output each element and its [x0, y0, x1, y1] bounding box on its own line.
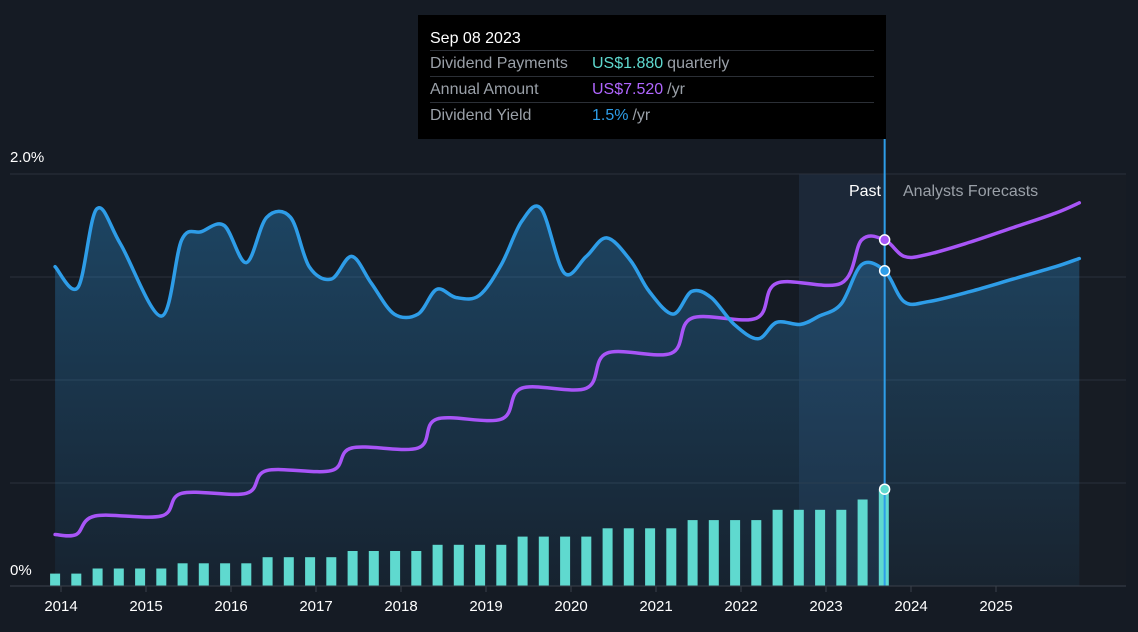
tooltip-label: Dividend Payments — [430, 55, 568, 72]
payment-bar — [475, 544, 486, 586]
payment-bar — [815, 509, 826, 586]
payment-bar — [326, 557, 337, 586]
payment-bar — [347, 551, 358, 586]
x-tick-label: 2022 — [724, 598, 757, 615]
tooltip-row-yield: Dividend Yield 1.5% /yr — [430, 103, 874, 128]
payment-bar — [135, 568, 146, 586]
y-tick-bottom: 0% — [10, 562, 32, 579]
payment-bar — [220, 563, 231, 586]
x-axis-ticks: 2014 2015 2016 2017 2018 2019 2020 2021 2022 2023… — [44, 586, 1013, 615]
tooltip-unit: quarterly — [667, 55, 730, 72]
payment-bar — [262, 557, 273, 586]
payment-bar — [560, 536, 571, 586]
payment-bar — [156, 568, 167, 586]
payment-bar — [71, 573, 82, 586]
x-tick-label: 2016 — [214, 598, 247, 615]
payment-bar — [730, 520, 741, 586]
payment-bar — [305, 557, 316, 586]
x-tick-label: 2017 — [299, 598, 332, 615]
payment-bar — [793, 509, 804, 586]
payment-bar — [496, 544, 507, 586]
payment-bar — [836, 509, 847, 586]
x-tick-label: 2025 — [979, 598, 1012, 615]
annual-amount-line — [53, 201, 1082, 538]
tooltip: Sep 08 2023 Dividend Payments US$1.880 q… — [418, 15, 886, 139]
tooltip-label: Dividend Yield — [430, 107, 532, 124]
tooltip-unit: /yr — [632, 107, 651, 124]
payment-bar — [623, 528, 634, 586]
payment-bar — [453, 544, 464, 586]
payment-bar — [113, 568, 124, 586]
payment-bar — [283, 557, 294, 586]
payment-bar — [390, 551, 401, 586]
payment-bar — [517, 536, 528, 586]
hover-markers — [878, 234, 891, 495]
tooltip-row-annual: Annual Amount US$7.520 /yr — [430, 77, 874, 103]
forecast-label: Analysts Forecasts — [903, 183, 1038, 200]
tooltip-row-payments: Dividend Payments US$1.880 quarterly — [430, 51, 874, 77]
payment-bar — [687, 520, 698, 586]
payment-bar — [538, 536, 549, 586]
payment-bar — [602, 528, 613, 586]
tooltip-date: Sep 08 2023 — [430, 27, 874, 51]
payment-bar — [645, 528, 656, 586]
x-tick-label: 2024 — [894, 598, 927, 615]
payment-bar — [432, 544, 443, 586]
payment-bar — [708, 520, 719, 586]
x-tick-label: 2023 — [809, 598, 842, 615]
dividend-yield-line — [53, 204, 1082, 341]
payment-bar — [177, 563, 188, 586]
payment-bar — [857, 499, 868, 586]
payment-bar — [198, 563, 209, 586]
payment-bar — [50, 573, 61, 586]
tooltip-value: US$7.520 — [592, 81, 664, 98]
y-tick-top: 2.0% — [10, 149, 44, 166]
yield-area — [55, 206, 1080, 586]
payment-bar — [92, 568, 103, 586]
x-tick-label: 2014 — [44, 598, 77, 615]
yield-marker — [878, 265, 891, 277]
payment-marker — [878, 483, 891, 495]
payment-bar — [772, 509, 783, 586]
tooltip-value: 1.5% — [592, 107, 629, 124]
payment-bar — [241, 563, 252, 586]
payment-bar — [751, 520, 762, 586]
x-tick-label: 2015 — [129, 598, 162, 615]
annual-marker — [878, 234, 891, 246]
tooltip-unit: /yr — [667, 81, 685, 98]
payment-bar — [666, 528, 677, 586]
x-tick-label: 2018 — [384, 598, 417, 615]
tooltip-value: US$1.880 — [592, 55, 664, 72]
tooltip-label: Annual Amount — [430, 81, 539, 98]
payment-bar — [411, 551, 422, 586]
x-tick-label: 2020 — [554, 598, 587, 615]
payment-bar — [581, 536, 592, 586]
past-label: Past — [849, 183, 882, 200]
x-tick-label: 2019 — [469, 598, 502, 615]
payment-bar — [368, 551, 379, 586]
x-tick-label: 2021 — [639, 598, 672, 615]
